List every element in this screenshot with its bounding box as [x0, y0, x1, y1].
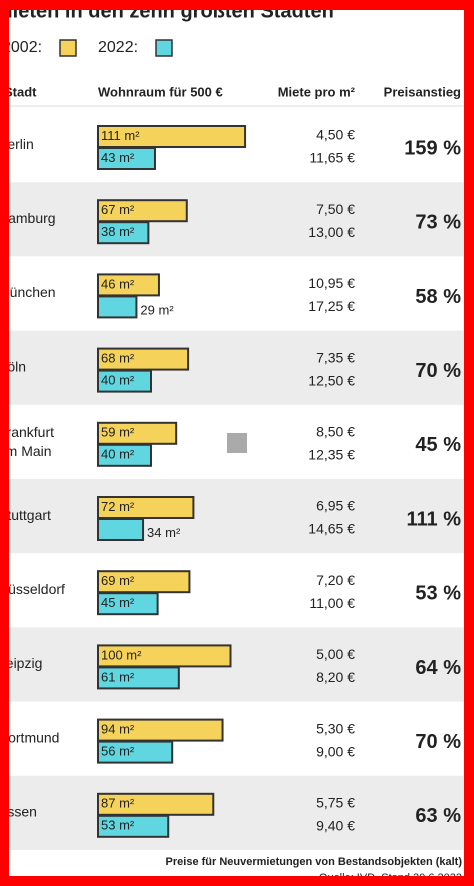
increase: 64 % — [415, 657, 461, 679]
rent-2022: 9,00 € — [316, 743, 355, 759]
row-background — [0, 479, 474, 554]
increase: 73 % — [415, 212, 461, 234]
bar-label: 111 m² — [101, 128, 140, 143]
rent-2002: 4,50 € — [316, 127, 355, 143]
city-label: Frankfurt am Main — [0, 424, 54, 459]
rent-2022: 8,20 € — [316, 669, 355, 685]
row-background — [0, 627, 474, 702]
rent-2022: 12,35 € — [308, 447, 355, 463]
bar-label: 45 m² — [101, 595, 135, 610]
bar — [97, 496, 195, 519]
bar — [97, 443, 152, 467]
bar-label: 61 m² — [101, 669, 135, 684]
increase: 70 % — [415, 731, 461, 753]
bar — [97, 814, 170, 838]
column-header: Miete pro m² — [278, 84, 356, 99]
legend-label: 2022: — [98, 39, 138, 56]
bar — [97, 666, 180, 690]
border — [0, 0, 9, 886]
rent-2022: 9,40 € — [316, 818, 355, 834]
rent-2022: 17,25 € — [308, 298, 355, 314]
note: Preise für Neuvermietungen von Bestandso… — [166, 856, 463, 868]
row-background — [0, 182, 474, 257]
increase: 53 % — [415, 583, 461, 605]
bar — [97, 740, 174, 764]
rent-2002: 7,20 € — [316, 572, 355, 588]
rent-2002: 8,50 € — [316, 424, 355, 440]
bar-label: 34 m² — [147, 525, 181, 540]
bar-label: 72 m² — [101, 499, 135, 514]
bar-label: 43 m² — [101, 150, 135, 165]
bar-label: 53 m² — [101, 818, 135, 833]
legend-swatch — [59, 39, 77, 57]
city-label: Düsseldorf — [0, 581, 65, 597]
increase: 58 % — [415, 286, 461, 308]
rent-2002: 6,95 € — [316, 498, 355, 514]
bar — [97, 125, 247, 148]
column-header: Stadt — [4, 84, 37, 99]
border — [464, 0, 474, 886]
rent-2002: 7,35 € — [316, 349, 355, 365]
bar-label: 29 m² — [140, 302, 174, 317]
rent-2022: 12,50 € — [308, 372, 355, 388]
rent-2002: 7,50 € — [316, 201, 355, 217]
increase: 45 % — [415, 434, 461, 456]
bar — [97, 221, 150, 245]
bar — [97, 147, 156, 170]
bar-label: 94 m² — [101, 722, 135, 737]
bar-label: 38 m² — [101, 224, 135, 239]
column-header: Preisanstieg — [384, 84, 461, 99]
rent-2022: 11,00 € — [309, 595, 355, 611]
bar-label: 46 m² — [101, 276, 135, 291]
rent-2002: 5,00 € — [316, 646, 355, 662]
bar-label: 40 m² — [101, 373, 135, 388]
bar-label: 56 m² — [101, 744, 135, 759]
city-label: Hamburg — [0, 210, 56, 226]
bar-label: 68 m² — [101, 351, 135, 366]
table-body: 2002: 2022: Stadt Wohnraum für 500 € Miete p… — [0, 39, 474, 850]
city-label: Dortmund — [0, 729, 59, 745]
bar — [97, 518, 145, 541]
city-label: Leipzig — [0, 655, 42, 671]
rent-2002: 5,75 € — [316, 795, 355, 811]
rent-2022: 11,65 € — [309, 150, 355, 166]
rent-2022: 14,65 € — [308, 521, 355, 537]
bar — [97, 295, 138, 319]
increase: 70 % — [415, 360, 461, 382]
rent-2002: 10,95 € — [308, 275, 355, 291]
row-background — [0, 330, 474, 405]
bar-label: 100 m² — [101, 647, 142, 662]
city-label: München — [0, 284, 56, 300]
bar-label: 59 m² — [101, 425, 135, 440]
bar-label: 67 m² — [101, 202, 135, 217]
legend-label: 2002: — [2, 39, 42, 56]
bar-label: 87 m² — [101, 796, 135, 811]
border — [0, 876, 474, 886]
bar-label: 69 m² — [101, 573, 135, 588]
row-background — [0, 775, 474, 850]
rent-2022: 13,00 € — [308, 224, 355, 240]
city-label: Stuttgart — [0, 507, 51, 523]
increase: 63 % — [415, 805, 461, 827]
increase: 159 % — [404, 137, 461, 159]
city-label: Essen — [0, 804, 37, 820]
legend-swatch — [155, 39, 173, 57]
column-header: Wohnraum für 500 € — [98, 84, 223, 99]
bar — [97, 592, 159, 616]
rent-2002: 5,30 € — [316, 720, 355, 736]
border — [0, 0, 474, 10]
bar — [97, 369, 152, 393]
bar-label: 40 m² — [101, 447, 135, 462]
increase: 111 % — [406, 508, 461, 530]
artifact — [227, 433, 247, 453]
